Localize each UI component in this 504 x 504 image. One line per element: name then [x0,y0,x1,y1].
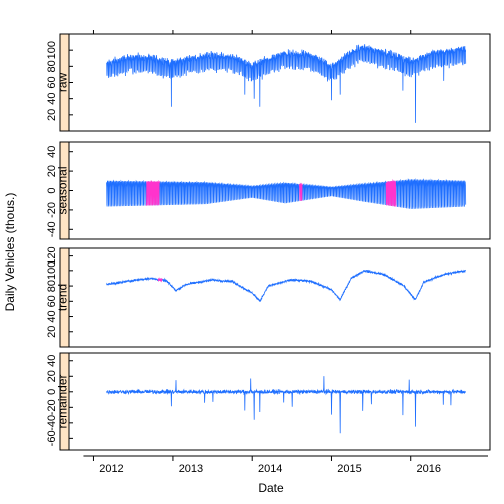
strip-label-remainder: remainder [56,374,70,428]
series-line-raw [106,44,467,123]
y-tick-label: -40 [46,221,58,237]
y-tick-label: -20 [46,399,58,415]
y-axis-title: Daily Vehicles (thous.) [3,193,17,312]
panel-frame-remainder [68,352,491,451]
y-ticks-remainder: -60-40-20 0 20 40 [46,355,73,446]
highlight-segment-seasonal [385,179,397,207]
y-tick-label: 40 [46,310,58,322]
panel-frame-raw [68,33,491,132]
y-tick-label: 40 [46,355,58,367]
strip-label-trend: trend [56,284,70,311]
y-tick-label: -60 [46,430,58,446]
y-tick-label: 40 [46,93,58,105]
strip-label-seasonal: seasonal [56,166,70,214]
y-tick-label: 80 [46,280,58,292]
y-tick-label: 100 [46,41,58,59]
y-tick-label: 20 [46,109,58,121]
x-tick-label: 2012 [99,463,123,475]
y-tick-label: 20 [46,326,58,338]
series-line-remainder [106,376,467,434]
y-tick-label: 0 [46,187,58,193]
y-tick-label: 80 [46,60,58,72]
y-ticks-seasonal: -40 -20 0 20 40 [46,146,73,237]
highlight-segment-seasonal [298,182,303,201]
highlight-segment-seasonal [145,179,161,206]
panel-remainder: remainder -60-40-20 0 20 40 [46,352,491,451]
y-tick-label: 60 [46,295,58,307]
x-tick-label: 2014 [258,463,282,475]
y-tick-label: -40 [46,415,58,431]
strip-label-raw: raw [56,73,70,93]
series-line-trend [106,269,467,303]
y-tick-label: 20 [46,370,58,382]
panels-layer: raw20406080100seasonal-40-2002040trend20… [46,33,491,451]
y-tick-label: 0 [46,389,58,395]
panel-frame-trend [68,247,491,348]
panel-frame-seasonal [68,141,491,240]
x-tick-label: 2015 [337,463,361,475]
y-tick-label: 100 [46,262,58,280]
x-tick-label: 2013 [179,463,203,475]
y-tick-label: 120 [46,246,58,264]
panel-seasonal: seasonal -40 -20 0 20 40 [46,141,491,240]
y-tick-label: 40 [46,146,58,158]
x-tick-label: 2016 [416,463,440,475]
x-axis: 2012 2013 2014 2015 2016 [83,30,488,475]
x-axis-title: Date [258,481,284,495]
y-tick-label: 60 [46,76,58,88]
highlight-segment-trend [157,277,163,283]
series-line-seasonal [106,178,467,209]
y-tick-label: -20 [46,202,58,218]
y-tick-label: 20 [46,165,58,177]
